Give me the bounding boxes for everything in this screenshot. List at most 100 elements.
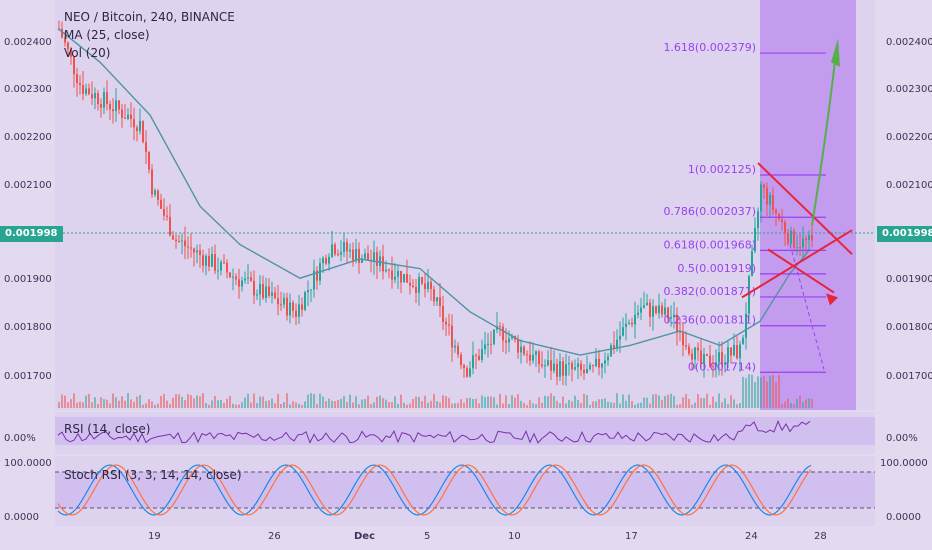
volume-bar <box>727 403 729 408</box>
price-candle <box>766 187 768 205</box>
price-candle <box>712 366 714 368</box>
volume-bar <box>568 399 570 408</box>
price-candle <box>577 363 579 368</box>
volume-bar <box>301 404 303 408</box>
price-candle <box>214 254 216 271</box>
rsi-legend[interactable]: RSI (14, close) <box>64 422 151 436</box>
bullish-arrow[interactable] <box>811 52 837 226</box>
price-candle <box>694 347 696 360</box>
volume-bar <box>562 396 564 408</box>
price-candle <box>628 322 630 324</box>
rsi-axis-right: 0.00% <box>886 433 918 444</box>
main-price-pane[interactable] <box>55 0 875 410</box>
price-candle <box>799 247 801 249</box>
price-candle <box>733 344 735 356</box>
time-label-19: 19 <box>148 531 161 542</box>
price-candle <box>97 93 99 105</box>
volume-bar <box>676 404 678 408</box>
price-candle <box>739 344 741 359</box>
fib-level-label: 0(0.001714) <box>688 360 756 373</box>
volume-bar <box>559 403 561 408</box>
price-candle <box>778 213 780 220</box>
volume-bar <box>733 399 735 408</box>
stoch-legend[interactable]: Stoch RSI (3, 3, 14, 14, close) <box>64 468 242 482</box>
price-candle <box>124 117 126 119</box>
price-candle <box>88 88 90 95</box>
price-candle <box>526 354 528 356</box>
volume-bar <box>493 397 495 408</box>
volume-bar <box>286 393 288 408</box>
volume-bar <box>679 404 681 408</box>
volume-bar <box>754 382 756 408</box>
volume-bar <box>640 402 642 408</box>
price-candle <box>625 323 627 328</box>
price-candle <box>172 235 174 240</box>
volume-bar <box>325 401 327 408</box>
volume-bar <box>766 381 768 408</box>
volume-bar <box>298 403 300 408</box>
price-candle <box>679 331 681 333</box>
price-candle <box>589 364 591 369</box>
price-candle <box>574 367 576 370</box>
volume-bar <box>268 400 270 408</box>
stoch-axis-top-right: 100.0000 <box>880 458 928 469</box>
fib-level-label: 0.382(0.001871) <box>663 285 756 298</box>
volume-bar <box>691 404 693 408</box>
volume-bar <box>61 394 63 408</box>
price-candle <box>394 276 396 280</box>
price-candle <box>751 251 753 277</box>
price-candle <box>481 349 483 360</box>
price-candle <box>331 244 333 257</box>
volume-bar <box>808 398 810 408</box>
price-label-4: 0.001900 <box>4 274 52 285</box>
price-candle <box>235 276 237 280</box>
volume-bar <box>217 400 219 408</box>
volume-bar <box>76 402 78 408</box>
volume-bar <box>802 402 804 408</box>
volume-bar <box>166 400 168 408</box>
price-candle <box>592 364 594 366</box>
price-candle <box>202 255 204 266</box>
price-candle <box>217 270 219 272</box>
volume-bar <box>649 403 651 408</box>
volume-bar <box>70 399 72 408</box>
price-candle <box>346 242 348 252</box>
price-candle <box>676 314 678 332</box>
volume-bar <box>790 403 792 408</box>
volume-bar <box>499 393 501 408</box>
price-candle <box>700 350 702 364</box>
price-candle <box>550 360 552 371</box>
price-candle <box>442 306 444 322</box>
volume-bar <box>232 403 234 408</box>
volume-bar <box>658 395 660 408</box>
price-candle <box>637 312 639 315</box>
price-candle <box>73 56 75 75</box>
volume-bar <box>331 400 333 408</box>
volume-bar <box>121 396 123 408</box>
volume-bar <box>244 397 246 408</box>
ma-legend[interactable]: MA (25, close) <box>64 28 150 42</box>
price-candle <box>106 92 108 105</box>
volume-bar <box>634 404 636 408</box>
price-candle <box>811 235 813 241</box>
vol-legend[interactable]: Vol (20) <box>64 46 111 60</box>
volume-bar <box>211 400 213 408</box>
volume-bar <box>535 404 537 408</box>
volume-bar <box>529 400 531 408</box>
volume-bar <box>592 401 594 408</box>
time-label-5: 5 <box>424 531 431 542</box>
bearish-arrow[interactable] <box>767 248 835 294</box>
volume-bar <box>466 397 468 408</box>
volume-bar <box>418 397 420 408</box>
triangle-lower-trendline[interactable] <box>741 229 853 299</box>
price-candle <box>304 292 306 310</box>
price-candle <box>460 354 462 366</box>
price-candle <box>598 358 600 368</box>
price-candle <box>418 277 420 293</box>
price-candle <box>376 252 378 267</box>
price-candle <box>619 335 621 340</box>
volume-bar <box>442 395 444 408</box>
price-candle <box>385 269 387 272</box>
symbol-legend[interactable]: NEO / Bitcoin, 240, BINANCE <box>64 10 235 24</box>
